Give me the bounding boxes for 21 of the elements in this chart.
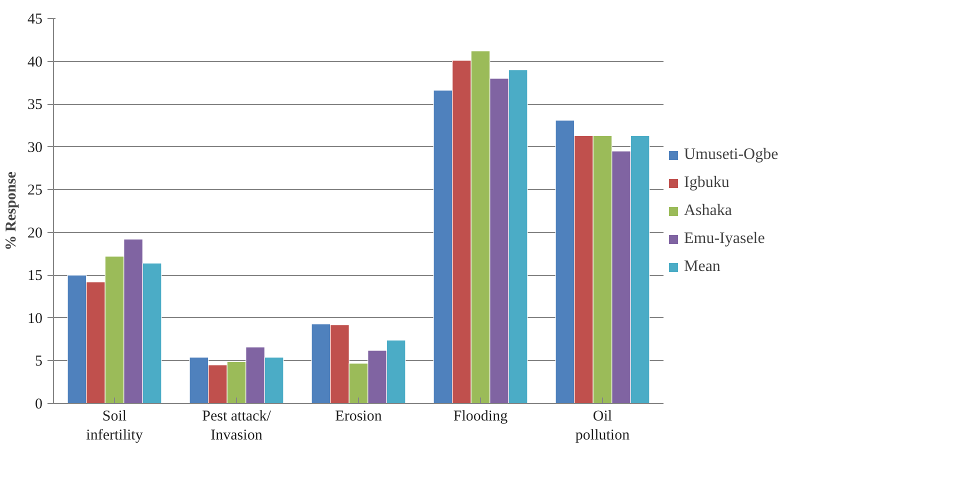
x-tick-label: Oil pollution: [575, 408, 630, 444]
x-tick-label: Soil infertility: [86, 408, 144, 444]
y-tick-label: 10: [28, 310, 42, 327]
legend-label: Emu-Iyasele: [684, 230, 765, 248]
legend-label: Igbuku: [684, 174, 730, 192]
y-tick-label: 0: [35, 396, 42, 412]
legend-label: Ashaka: [684, 202, 732, 220]
x-tick-label: Pest attack/ Invasion: [202, 408, 272, 444]
y-tick-label: 5: [35, 354, 42, 370]
x-tick-label: Erosion: [335, 408, 382, 424]
y-tick-label: 30: [28, 140, 42, 156]
y-tick-label: 35: [28, 97, 42, 114]
y-tick-label: 25: [28, 182, 42, 199]
y-tick-label: 40: [28, 54, 42, 70]
legend-label: Mean: [684, 258, 720, 276]
legend-label: Umuseti-Ogbe: [684, 146, 778, 164]
y-axis-title: % Response: [4, 171, 20, 250]
y-tick-label: 15: [28, 268, 42, 284]
y-tick-label: 45: [28, 12, 42, 28]
x-tick-label: Flooding: [453, 408, 508, 424]
y-tick-label: 20: [28, 225, 42, 242]
